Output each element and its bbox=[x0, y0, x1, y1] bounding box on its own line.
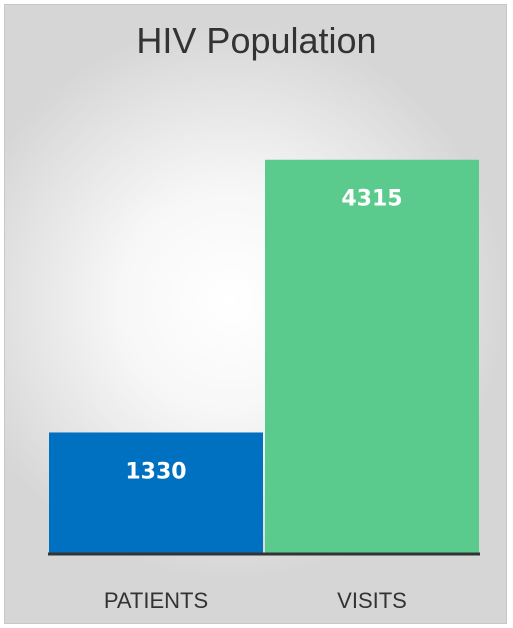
category-label-patients: PATIENTS bbox=[104, 588, 208, 613]
bar-visits bbox=[265, 159, 479, 554]
data-label-visits: 4315 bbox=[341, 187, 402, 212]
data-label-patients: 1330 bbox=[125, 459, 186, 484]
bars-group bbox=[49, 159, 479, 554]
category-label-visits: VISITS bbox=[337, 588, 407, 613]
labels-group: 1330 PATIENTS 4315 VISITS bbox=[104, 187, 407, 613]
bar-patients bbox=[49, 432, 263, 554]
chart-title: HIV Population bbox=[136, 20, 377, 61]
